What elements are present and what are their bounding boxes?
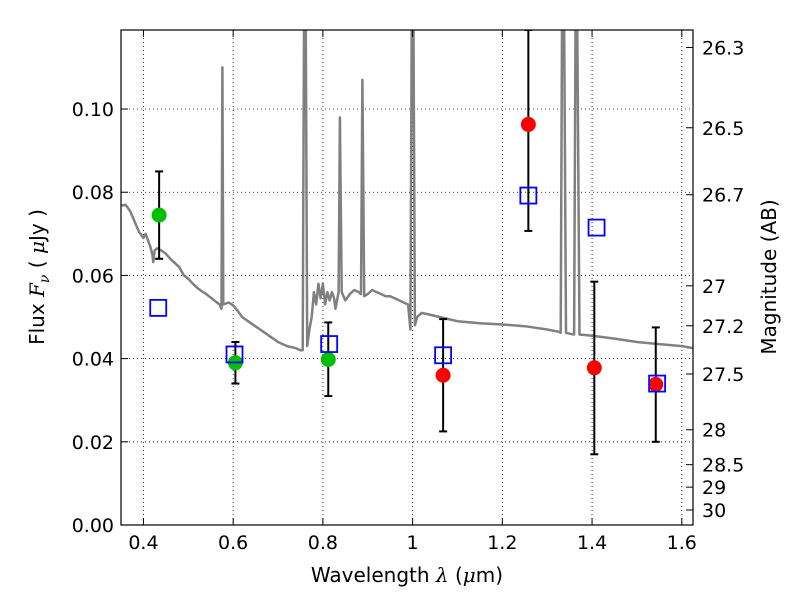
y-axis-label: Flux Fν ( μJy ) (25, 209, 53, 345)
y-tick-label: 0.06 (72, 265, 114, 287)
model-photometry-square (149, 298, 168, 317)
magnitude-axis-label: Magnitude (AB) (757, 199, 781, 354)
magnitude-tick-label: 28 (702, 420, 726, 442)
model-photometry-square (648, 374, 667, 393)
x-tick-label: 0.6 (218, 532, 248, 554)
y-tick-label: 0.00 (72, 515, 114, 537)
x-tick-label: 1.4 (577, 532, 607, 554)
y-tick-label: 0.10 (72, 99, 114, 121)
x-tick-label: 1 (407, 532, 419, 554)
magnitude-tick-label: 29 (702, 477, 726, 499)
y-tick-label: 0.08 (72, 182, 114, 204)
x-tick-label: 1.2 (487, 532, 517, 554)
observed-flux-point (320, 351, 336, 367)
magnitude-tick-label: 28.5 (702, 455, 744, 477)
magnitude-tick-label: 27.5 (702, 364, 744, 386)
model-spectrum-line (121, 30, 693, 352)
x-tick-label: 1.6 (667, 532, 697, 554)
magnitude-tick-label: 27.2 (702, 316, 744, 338)
spectrum-layer (121, 30, 693, 352)
model-photometry-square (320, 335, 339, 353)
magnitude-tick-label: 27 (702, 276, 726, 298)
magnitude-tick-label: 26.5 (702, 118, 744, 140)
model-photometry-square (434, 346, 453, 365)
model-photometry-square (225, 345, 244, 364)
magnitude-tick-label: 26.3 (702, 37, 744, 59)
plot-frame (120, 29, 694, 526)
model-photometry-square (519, 186, 538, 205)
observed-flux-point (648, 376, 664, 392)
y-tick-label: 0.02 (72, 432, 114, 454)
y-tick-label: 0.04 (72, 349, 114, 371)
magnitude-tick-label: 26.7 (702, 185, 744, 207)
model-photometry-square (587, 218, 606, 237)
observed-flux-point (520, 116, 536, 132)
x-tick-label: 0.8 (308, 532, 338, 554)
observed-flux-point (586, 360, 602, 376)
observed-flux-point (151, 207, 167, 223)
axis-ticks: 0.4 0.6 0.8 1 1.2 1.4 1.6 0.00 0.02 0.04 0.06 0.08 0… (72, 30, 744, 554)
magnitude-tick-label: 30 (702, 500, 726, 522)
observed-flux-point (435, 367, 451, 383)
x-tick-label: 0.4 (128, 532, 158, 554)
marker-layer (149, 116, 667, 393)
x-axis-label: Wavelength λ (μm) (311, 563, 503, 587)
